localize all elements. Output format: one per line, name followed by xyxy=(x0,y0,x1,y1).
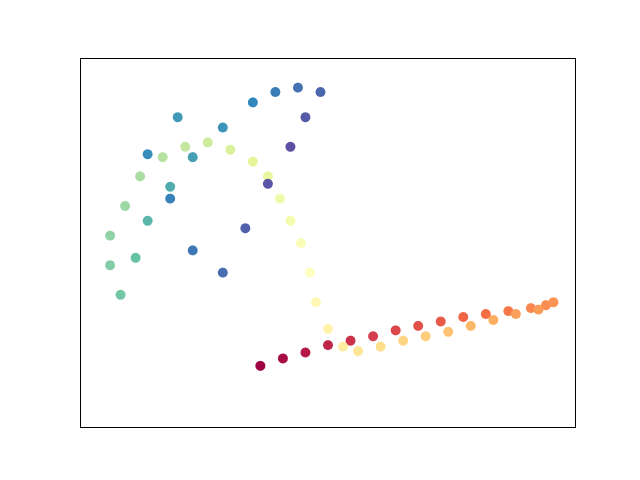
data-point xyxy=(142,149,153,160)
data-point xyxy=(217,122,228,133)
data-point xyxy=(300,347,311,358)
data-point xyxy=(510,309,521,320)
data-point xyxy=(533,304,544,315)
data-point xyxy=(323,323,333,334)
data-point xyxy=(338,341,349,352)
points-layer xyxy=(105,82,559,371)
data-point xyxy=(247,97,258,108)
data-point xyxy=(262,171,273,182)
data-point xyxy=(202,137,213,148)
data-point xyxy=(323,340,333,351)
data-point xyxy=(503,306,514,317)
data-point xyxy=(443,326,454,337)
data-point xyxy=(270,87,281,98)
data-point xyxy=(310,297,321,308)
data-point xyxy=(345,335,356,346)
data-point xyxy=(157,152,168,163)
data-point xyxy=(187,152,198,163)
data-point xyxy=(285,141,296,152)
data-point xyxy=(105,230,116,241)
data-point xyxy=(353,346,364,357)
data-point xyxy=(292,82,303,93)
data-point xyxy=(240,223,251,234)
data-point xyxy=(368,331,379,342)
data-point xyxy=(375,341,386,352)
data-point xyxy=(285,215,296,226)
data-point xyxy=(130,252,141,263)
axes-frame xyxy=(80,58,576,428)
data-point xyxy=(480,309,491,320)
data-point xyxy=(458,312,469,322)
data-point xyxy=(120,201,131,211)
data-point xyxy=(435,316,446,327)
data-point xyxy=(262,178,273,189)
data-point xyxy=(255,360,266,371)
data-point xyxy=(165,193,176,204)
data-point xyxy=(217,267,228,278)
data-point xyxy=(247,156,258,167)
data-point xyxy=(300,112,311,123)
data-point xyxy=(488,314,499,325)
data-point xyxy=(420,331,431,342)
data-point xyxy=(135,171,146,182)
data-point xyxy=(172,112,183,123)
data-point xyxy=(277,353,288,364)
data-point xyxy=(548,297,559,308)
data-point xyxy=(304,267,315,278)
data-point xyxy=(142,215,153,226)
data-point xyxy=(295,238,306,248)
data-point xyxy=(274,193,285,204)
data-point xyxy=(525,303,536,314)
data-point xyxy=(105,260,116,271)
data-point xyxy=(465,320,476,331)
data-point xyxy=(180,141,191,152)
data-point xyxy=(315,87,326,98)
data-point xyxy=(225,144,236,155)
data-point xyxy=(413,320,424,331)
data-point xyxy=(398,335,409,346)
data-point xyxy=(540,300,551,311)
data-point xyxy=(187,245,198,256)
data-point xyxy=(165,181,176,192)
data-point xyxy=(115,289,126,300)
data-point xyxy=(390,325,401,336)
